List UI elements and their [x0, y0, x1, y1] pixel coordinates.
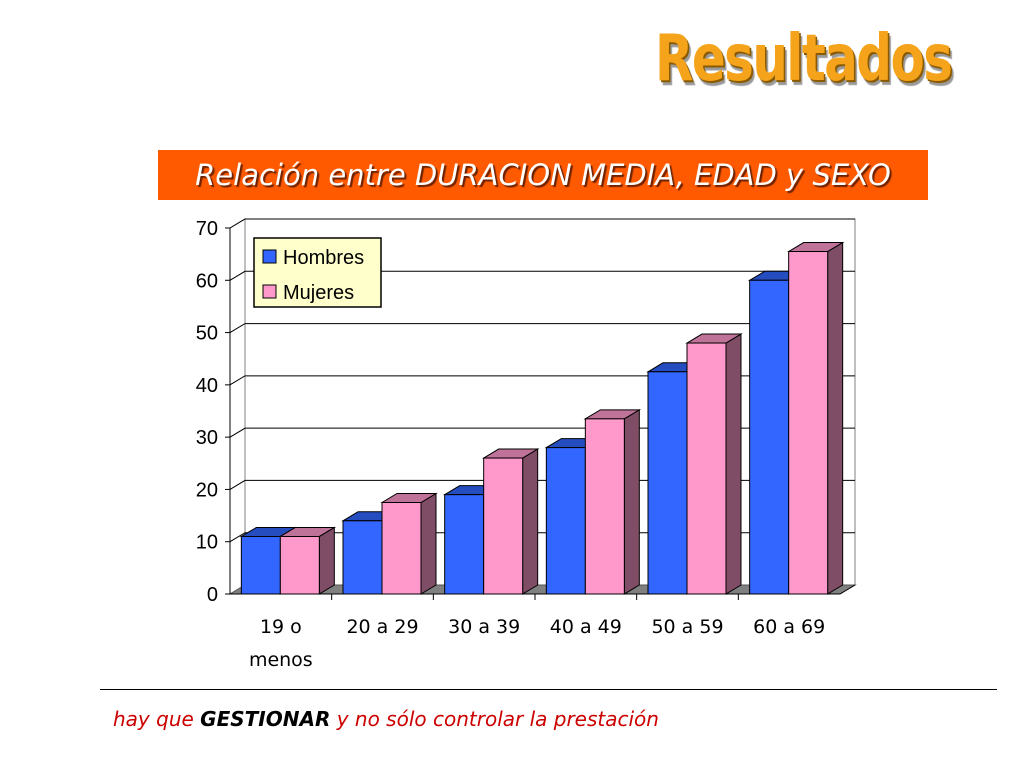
bar-front — [647, 371, 688, 595]
bar-chart: 0 10 20 30 40 50 60 70 19 o menos 20 a 29 30 a 39 4… — [196, 218, 857, 671]
bar — [583, 408, 642, 595]
bar-side — [318, 526, 335, 595]
legend-label: Hombres — [283, 247, 364, 269]
y-tick-label: 50 — [196, 323, 218, 345]
y-tick-label: 30 — [196, 427, 218, 449]
bar — [481, 448, 540, 595]
y-tick-label: 0 — [207, 584, 218, 606]
bar-front — [444, 494, 485, 595]
y-tick-label: 10 — [196, 532, 218, 554]
gridline — [229, 218, 855, 229]
bar-front — [686, 342, 727, 595]
gridlines — [229, 218, 855, 543]
x-tick-label: 50 a 59 — [651, 616, 723, 638]
x-tick-label: menos — [249, 649, 313, 671]
axes — [225, 227, 856, 600]
x-tick-label: 60 a 69 — [753, 616, 825, 638]
divider-line — [100, 689, 997, 690]
bar-side — [725, 333, 742, 595]
bar-front — [545, 447, 586, 595]
bar — [278, 526, 337, 595]
x-tick-label: 19 o — [260, 616, 302, 638]
gridline — [229, 323, 855, 334]
footer-slogan: hay que GESTIONAR y no sólo controlar la… — [113, 707, 659, 731]
bars — [239, 241, 845, 595]
legend: Hombres Mujeres — [253, 237, 382, 308]
legend-swatch — [262, 284, 277, 299]
y-tick-label: 70 — [196, 218, 218, 240]
bar-front — [240, 535, 281, 595]
bar-side — [420, 492, 437, 595]
x-tick-label: 40 a 49 — [550, 616, 622, 638]
bar — [786, 241, 845, 595]
bar-front — [381, 502, 422, 595]
bar-front — [788, 251, 829, 595]
slide-heading: Resultados — [655, 22, 953, 96]
x-tick-label: 20 a 29 — [346, 616, 418, 638]
bar-front — [279, 535, 320, 595]
y-tick-label: 20 — [196, 479, 218, 501]
footer-prefix: hay que — [113, 707, 201, 731]
footer-emphasis: GESTIONAR — [200, 707, 331, 731]
y-tick-label: 60 — [196, 270, 218, 292]
chart-title: Relación entre DURACION MEDIA, EDAD y SE… — [195, 158, 891, 192]
gridline — [229, 270, 855, 281]
y-tick-labels: 0 10 20 30 40 50 60 70 — [196, 218, 218, 606]
footer-suffix: y no sólo controlar la prestación — [330, 707, 659, 731]
x-tick-labels: 19 o menos 20 a 29 30 a 39 40 a 49 50 a 59 60 … — [249, 616, 825, 671]
bar-front — [483, 457, 524, 595]
x-tick-label: 30 a 39 — [448, 616, 520, 638]
legend-swatch — [262, 249, 277, 264]
chart-title-banner: Relación entre DURACION MEDIA, EDAD y SE… — [158, 150, 928, 200]
y-tick-label: 40 — [196, 375, 218, 397]
bar-front — [342, 520, 383, 595]
bar — [685, 333, 743, 595]
bar-front — [749, 279, 790, 595]
bar-side — [522, 448, 539, 595]
bar — [380, 492, 438, 595]
bar-side — [827, 241, 844, 595]
bar-side — [623, 408, 640, 595]
x-axis-depth — [839, 584, 856, 595]
legend-label: Mujeres — [283, 282, 354, 304]
bar-front — [584, 418, 625, 595]
